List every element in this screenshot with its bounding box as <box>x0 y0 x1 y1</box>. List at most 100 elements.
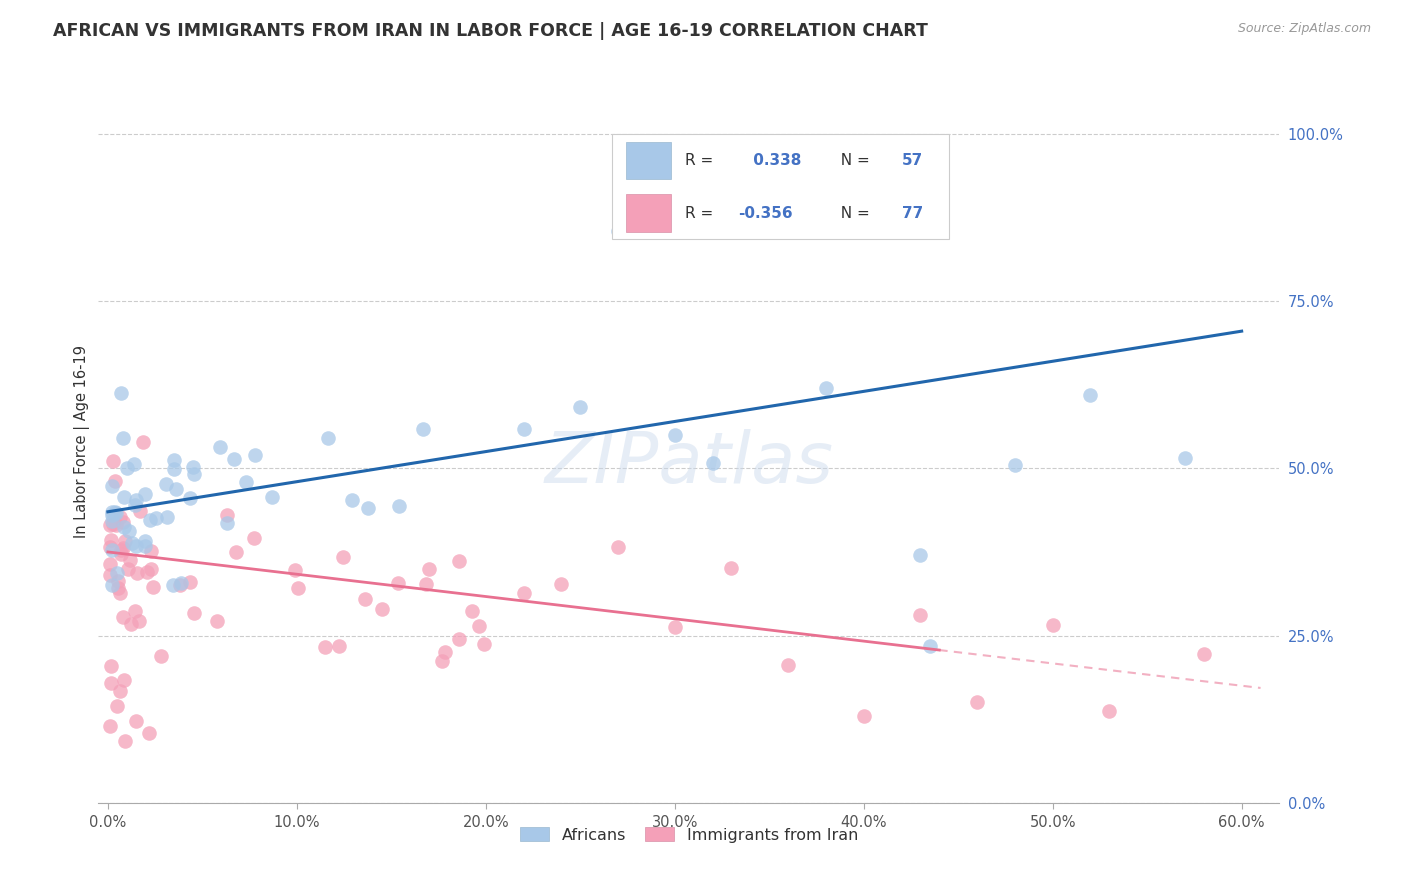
Point <box>125 714 148 728</box>
Point <box>110 547 132 561</box>
Point <box>179 574 201 589</box>
Point <box>104 505 127 519</box>
Point <box>387 576 409 591</box>
Point <box>512 422 534 436</box>
Point <box>135 565 157 579</box>
Point <box>415 577 437 591</box>
Point <box>101 516 124 531</box>
Point <box>107 574 129 589</box>
Point <box>103 454 125 468</box>
Point <box>163 462 186 476</box>
Point <box>170 575 193 590</box>
Point <box>122 458 145 472</box>
Point <box>447 553 470 567</box>
Point <box>111 515 134 529</box>
Point <box>778 657 800 672</box>
Text: -0.356: -0.356 <box>738 205 793 220</box>
Point <box>142 580 165 594</box>
Point <box>111 610 134 624</box>
Point <box>814 381 837 395</box>
Point <box>114 520 136 534</box>
Point <box>169 578 191 592</box>
Point <box>139 513 162 527</box>
Point <box>100 479 122 493</box>
Point <box>852 709 875 723</box>
Point <box>121 535 143 549</box>
Legend: Africans, Immigrants from Iran: Africans, Immigrants from Iran <box>513 821 865 849</box>
Text: ZIPatlas: ZIPatlas <box>544 429 834 498</box>
Point <box>353 591 375 606</box>
Point <box>512 585 534 599</box>
Text: N =: N = <box>831 205 875 220</box>
Point <box>183 460 205 475</box>
Point <box>720 561 742 575</box>
Text: 77: 77 <box>901 205 922 220</box>
Point <box>100 658 122 673</box>
Point <box>607 540 630 554</box>
FancyBboxPatch shape <box>612 135 949 239</box>
Point <box>128 614 150 628</box>
Point <box>108 586 131 600</box>
Point <box>110 543 132 558</box>
Point <box>287 581 309 595</box>
Point <box>134 539 156 553</box>
Point <box>235 475 257 490</box>
Point <box>103 474 125 488</box>
Point <box>342 493 364 508</box>
Point <box>111 541 134 555</box>
Point <box>98 568 121 582</box>
Point <box>357 501 380 516</box>
Point <box>112 673 135 688</box>
Point <box>112 490 135 504</box>
Point <box>179 491 201 506</box>
Point <box>472 637 495 651</box>
Point <box>910 608 932 623</box>
Point <box>328 639 350 653</box>
Point <box>125 493 148 508</box>
Point <box>205 615 228 629</box>
Point <box>100 676 122 690</box>
Point <box>332 550 354 565</box>
Point <box>664 620 686 634</box>
Point <box>155 477 177 491</box>
Point <box>224 452 246 467</box>
Point <box>100 505 122 519</box>
Point <box>910 548 932 563</box>
Text: 0.338: 0.338 <box>748 153 801 169</box>
Point <box>134 487 156 501</box>
Text: R =: R = <box>685 153 718 169</box>
Point <box>1004 458 1026 472</box>
Point <box>162 578 184 592</box>
Point <box>284 563 307 577</box>
Text: N =: N = <box>831 153 875 169</box>
Point <box>243 448 266 462</box>
Point <box>1042 618 1064 632</box>
Point <box>100 508 122 523</box>
Point <box>100 514 122 528</box>
Point <box>569 400 592 414</box>
Point <box>208 440 231 454</box>
Point <box>105 698 128 713</box>
Point <box>607 224 630 238</box>
Point <box>100 578 122 592</box>
Point <box>114 734 136 748</box>
Point <box>318 431 340 445</box>
Point <box>124 539 146 553</box>
Text: Source: ZipAtlas.com: Source: ZipAtlas.com <box>1237 22 1371 36</box>
Point <box>1174 451 1197 466</box>
Point <box>100 533 122 547</box>
Point <box>150 649 173 664</box>
Point <box>1192 647 1215 661</box>
Point <box>139 543 162 558</box>
Point <box>702 456 724 470</box>
Bar <box>626 142 671 179</box>
Point <box>129 504 152 518</box>
Point <box>217 508 239 522</box>
Bar <box>626 194 671 232</box>
Point <box>468 618 491 632</box>
Point <box>225 545 247 559</box>
Point <box>127 566 149 580</box>
Point <box>215 516 238 530</box>
Point <box>183 467 205 482</box>
Point <box>108 683 131 698</box>
